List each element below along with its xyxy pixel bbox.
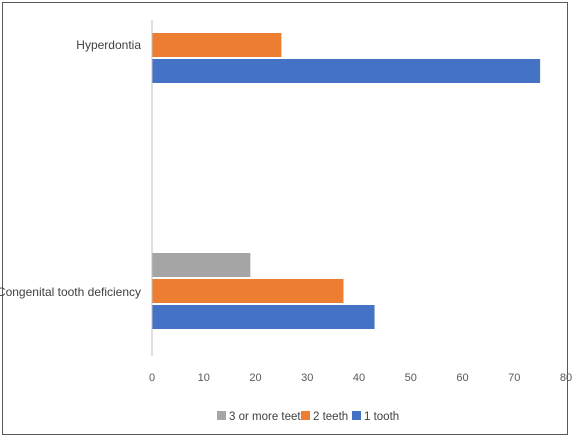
bar-congenital-tooth-deficiency-3-or-more-teeth (152, 253, 251, 277)
legend-swatch-1-tooth (352, 411, 361, 420)
category-label-congenital-tooth-deficiency: Congenital tooth deficiency (0, 285, 141, 299)
legend-swatch-3-or-more-teeth (217, 411, 226, 420)
x-tick-label-50: 50 (405, 372, 417, 384)
x-tick-label-80: 80 (560, 372, 572, 384)
x-tick-label-20: 20 (249, 372, 261, 384)
x-tick-label-40: 40 (353, 372, 365, 384)
legend-label-1-tooth: 1 tooth (364, 411, 399, 423)
bar-hyperdontia-2-teeth (152, 33, 282, 57)
x-axis-tick-labels: 0 10 20 30 40 50 60 70 80 (149, 372, 572, 384)
legend-swatch-2-teeth (301, 411, 310, 420)
bars-group (152, 33, 541, 329)
bar-congenital-tooth-deficiency-2-teeth (152, 279, 344, 303)
x-tick-label-30: 30 (301, 372, 313, 384)
legend-label-3-or-more-teeth: 3 or more teeth (229, 411, 307, 423)
bar-congenital-tooth-deficiency-1-tooth (152, 305, 375, 329)
x-tick-label-0: 0 (149, 372, 155, 384)
legend: 3 or more teeth 2 teeth 1 tooth (217, 411, 399, 423)
category-label-hyperdontia: Hyperdontia (76, 38, 141, 52)
bar-hyperdontia-1-tooth (152, 59, 541, 83)
x-tick-label-70: 70 (508, 372, 520, 384)
x-tick-label-10: 10 (198, 372, 210, 384)
legend-label-2-teeth: 2 teeth (313, 411, 348, 423)
x-tick-label-60: 60 (456, 372, 468, 384)
